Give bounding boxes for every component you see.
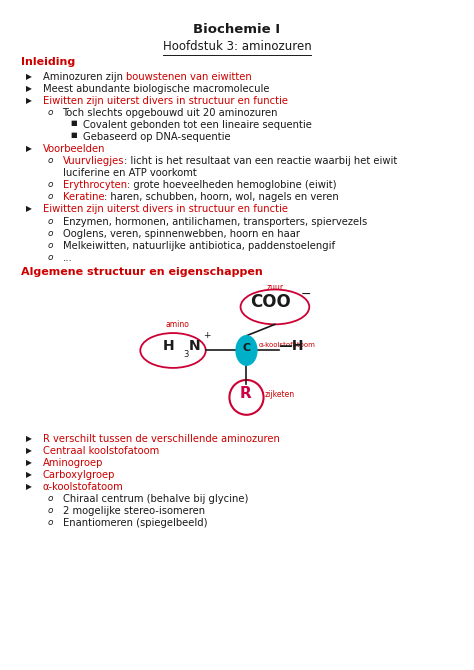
Text: COO: COO [250,293,291,312]
Text: Gebaseerd op DNA-sequentie: Gebaseerd op DNA-sequentie [83,132,230,142]
Text: ▶: ▶ [26,144,32,153]
Text: Enzymen, hormonen, antilichamen, transporters, spiervezels: Enzymen, hormonen, antilichamen, transpo… [63,216,367,226]
Text: o: o [47,228,53,238]
Text: : grote hoeveelheden hemoglobine (eiwit): : grote hoeveelheden hemoglobine (eiwit) [127,180,336,190]
Text: ▶: ▶ [26,458,32,467]
Text: Meest abundante biologische macromolecule: Meest abundante biologische macromolecul… [43,84,269,94]
Text: Chiraal centrum (behalve bij glycine): Chiraal centrum (behalve bij glycine) [63,494,248,504]
Text: R: R [239,386,251,401]
Text: o: o [47,108,53,117]
Text: luciferine en ATP voorkomt: luciferine en ATP voorkomt [63,168,196,178]
Text: ■: ■ [70,132,77,138]
Text: o: o [47,180,53,190]
Text: : haren, schubben, hoorn, wol, nagels en veren: : haren, schubben, hoorn, wol, nagels en… [104,192,339,202]
Text: zijketen: zijketen [264,389,295,399]
Text: Eiwitten zijn uiterst divers in structuur en functie: Eiwitten zijn uiterst divers in structuu… [43,204,288,214]
Text: amino: amino [166,320,190,329]
Text: −: − [301,288,311,302]
Text: o: o [47,518,53,527]
Text: Covalent gebonden tot een lineaire sequentie: Covalent gebonden tot een lineaire seque… [83,120,312,130]
Text: Algemene structuur en eigenschappen: Algemene structuur en eigenschappen [21,267,263,277]
Text: ...: ... [63,253,73,263]
Text: C: C [242,344,251,354]
Text: Enantiomeren (spiegelbeeld): Enantiomeren (spiegelbeeld) [63,518,207,528]
Text: Keratine: Keratine [63,192,104,202]
Text: o: o [47,494,53,503]
Text: N: N [189,339,201,353]
Text: ▶: ▶ [26,204,32,214]
Text: —H: —H [279,339,304,353]
Text: ▶: ▶ [26,72,32,81]
Text: zuur: zuur [266,283,283,292]
Text: bouwstenen van eiwitten: bouwstenen van eiwitten [126,72,252,82]
Text: Toch slechts opgebouwd uit 20 aminozuren: Toch slechts opgebouwd uit 20 aminozuren [63,108,278,118]
Text: Erythrocyten: Erythrocyten [63,180,127,190]
Text: o: o [47,216,53,226]
Text: Aminozuren zijn: Aminozuren zijn [43,72,126,82]
Text: α-koolstofatoom: α-koolstofatoom [258,342,315,348]
Text: ▶: ▶ [26,96,32,105]
Text: Voorbeelden: Voorbeelden [43,144,105,154]
Text: Biochemie I: Biochemie I [193,23,281,36]
Text: o: o [47,192,53,202]
Text: 3: 3 [183,350,189,359]
Text: ▶: ▶ [26,84,32,93]
Text: Inleiding: Inleiding [21,58,75,68]
Text: Eiwitten zijn uiterst divers in structuur en functie: Eiwitten zijn uiterst divers in structuu… [43,96,288,106]
Text: ▶: ▶ [26,482,32,491]
Text: ▶: ▶ [26,446,32,455]
Text: Ooglens, veren, spinnenwebben, hoorn en haar: Ooglens, veren, spinnenwebben, hoorn en … [63,228,300,239]
Text: Melkeiwitten, natuurlijke antibiotica, paddenstoelengif: Melkeiwitten, natuurlijke antibiotica, p… [63,241,335,251]
Text: 2 mogelijke stereo-isomeren: 2 mogelijke stereo-isomeren [63,506,205,516]
Text: o: o [47,156,53,165]
Circle shape [236,336,257,365]
Text: Hoofdstuk 3: aminozuren: Hoofdstuk 3: aminozuren [163,40,311,54]
Text: : licht is het resultaat van een reactie waarbij het eiwit: : licht is het resultaat van een reactie… [124,156,397,166]
Text: Vuurvliegjes: Vuurvliegjes [63,156,124,166]
Text: Centraal koolstofatoom: Centraal koolstofatoom [43,446,159,456]
Text: o: o [47,253,53,262]
Text: +: + [203,331,210,340]
Text: R verschilt tussen de verschillende aminozuren: R verschilt tussen de verschillende amin… [43,433,280,444]
Text: Aminogroep: Aminogroep [43,458,103,468]
Text: ▶: ▶ [26,470,32,479]
Text: H: H [163,339,174,353]
Text: Carboxylgroep: Carboxylgroep [43,470,115,480]
Text: ■: ■ [70,120,77,126]
Text: o: o [47,241,53,250]
Text: α-koolstofatoom: α-koolstofatoom [43,482,123,492]
Text: o: o [47,506,53,515]
Text: ▶: ▶ [26,433,32,443]
